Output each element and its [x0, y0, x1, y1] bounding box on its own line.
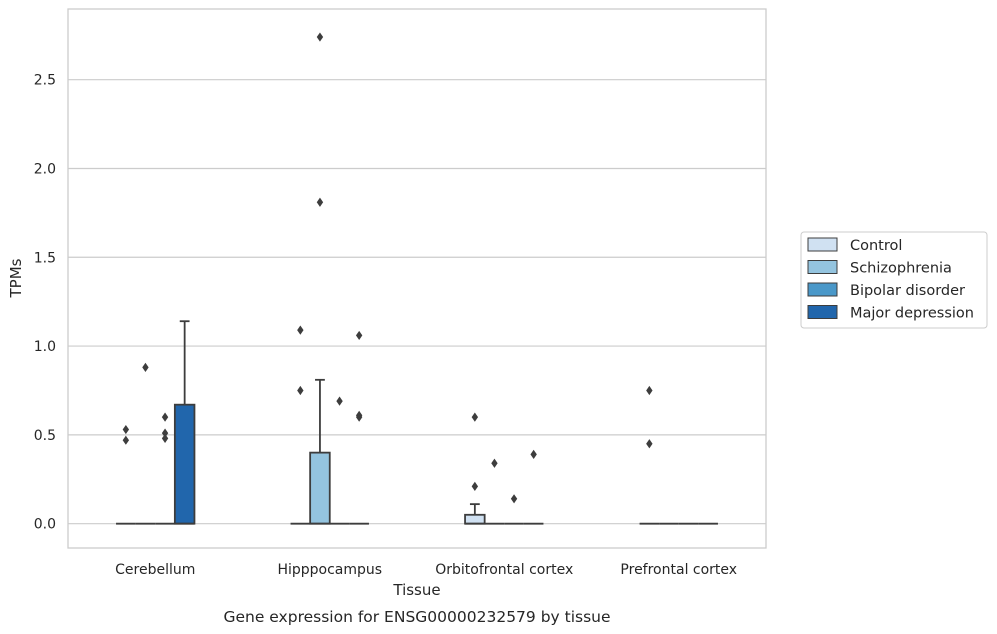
outlier-point	[122, 435, 130, 445]
x-tick-labels: Cerebellum Hipppocampus Orbitofrontal cort…	[115, 562, 737, 578]
outlier-point	[142, 362, 149, 372]
legend-swatch	[807, 237, 838, 252]
outlier-point	[297, 385, 304, 396]
plot-frame	[67, 8, 767, 549]
box-group	[349, 330, 369, 525]
outlier-point	[530, 449, 537, 460]
box-group	[173, 320, 196, 525]
box-rect	[464, 513, 486, 525]
legend-label: Schizophrenia	[850, 261, 952, 277]
outlier-point	[161, 412, 169, 422]
chart-caption: Gene expression for ENSG00000232579 by t…	[223, 608, 610, 626]
x-axis-title: Tissue	[392, 581, 440, 599]
x-tick-label: Cerebellum	[115, 562, 195, 578]
outlier-point	[122, 424, 130, 435]
legend: Control Schizophrenia Bipolar disorder Majo…	[800, 231, 988, 329]
box-group	[155, 412, 175, 525]
legend-swatch	[807, 305, 838, 319]
legend-frame	[800, 231, 988, 329]
legend-items: Control Schizophrenia Bipolar disorder Majo…	[807, 237, 974, 322]
legend-swatch	[807, 260, 838, 274]
box-group	[523, 449, 544, 525]
boxes-layer	[116, 32, 718, 525]
x-tick-label: Orbitofrontal cortex	[435, 562, 573, 578]
y-tick-labels: 0.0 0.5 1.0 1.5 2.0 2.5	[34, 73, 56, 533]
box-group	[309, 32, 331, 525]
box-group	[504, 494, 524, 525]
box-group	[464, 412, 486, 525]
legend-label: Bipolar disorder	[850, 283, 965, 299]
y-tick-label: 1.5	[34, 250, 56, 266]
y-axis-title: TPMs	[7, 258, 25, 298]
box-group	[116, 424, 136, 525]
y-tick-label: 0.5	[34, 428, 56, 444]
outlier-point	[316, 32, 324, 42]
outlier-point	[646, 385, 653, 396]
legend-label: Major depression	[850, 306, 974, 322]
box-rect	[173, 403, 196, 525]
y-tick-label: 2.5	[34, 73, 56, 89]
outlier-point	[316, 197, 324, 207]
box-group	[484, 458, 505, 525]
outlier-point	[471, 412, 479, 422]
outlier-point	[491, 458, 498, 468]
legend-swatch	[807, 282, 838, 297]
outlier-point	[161, 428, 169, 438]
y-tick-label: 0.0	[34, 517, 56, 533]
x-tick-label: Hipppocampus	[277, 562, 382, 578]
box-group	[329, 396, 350, 525]
grid-lines	[68, 79, 766, 525]
outlier-point	[510, 494, 518, 504]
y-tick-label: 2.0	[34, 161, 56, 177]
outlier-point	[355, 412, 363, 422]
box-group	[135, 362, 156, 525]
outlier-point	[646, 439, 653, 449]
outlier-point	[336, 396, 343, 406]
outlier-point	[355, 330, 363, 341]
x-tick-label: Prefrontal cortex	[620, 562, 737, 578]
outlier-point	[471, 481, 479, 491]
box-group	[290, 325, 311, 525]
box-group	[639, 385, 660, 525]
outlier-point	[297, 325, 304, 335]
box-rect	[309, 451, 331, 525]
y-tick-label: 1.0	[34, 339, 56, 355]
outlier-point	[161, 433, 169, 444]
legend-label: Control	[850, 238, 902, 254]
